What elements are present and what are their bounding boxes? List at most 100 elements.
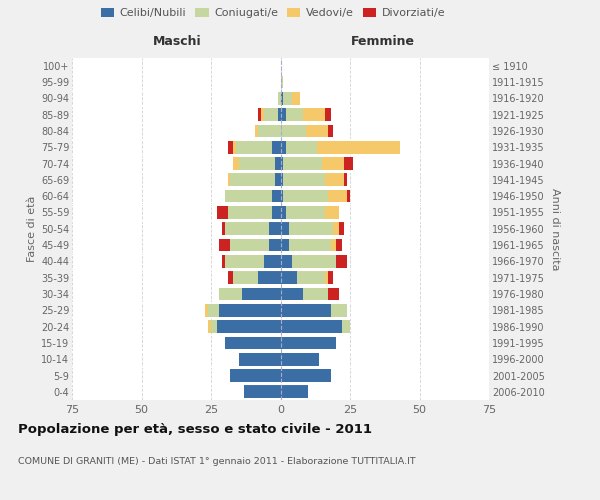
Bar [222,222,225,235]
Bar [281,288,303,300]
Bar [281,108,286,121]
Legend: Celibi/Nubili, Coniugati/e, Vedovi/e, Divorziati/e: Celibi/Nubili, Coniugati/e, Vedovi/e, Di… [97,3,449,22]
Bar [281,141,286,154]
Bar [283,157,322,170]
Bar [281,157,283,170]
Bar [331,238,336,252]
Bar [272,141,281,154]
Bar [269,222,281,235]
Y-axis label: Anni di nascita: Anni di nascita [550,188,560,270]
Bar [322,157,344,170]
Bar [325,272,328,284]
Bar [225,255,264,268]
Bar [233,272,258,284]
Bar [264,255,281,268]
Bar [233,141,236,154]
Bar [261,108,264,121]
Bar [283,190,328,202]
Bar [281,190,283,202]
Bar [325,206,339,219]
Bar [281,336,336,349]
Bar [303,108,325,121]
Bar [286,206,325,219]
Text: Femmine: Femmine [352,34,415,48]
Bar [281,369,331,382]
Bar [217,206,227,219]
Bar [331,304,347,316]
Bar [258,108,261,121]
Bar [328,190,347,202]
Y-axis label: Fasce di età: Fasce di età [26,196,37,262]
Bar [239,157,275,170]
Bar [303,288,328,300]
Bar [347,190,350,202]
Bar [264,108,278,121]
Bar [220,238,230,252]
Bar [292,255,336,268]
Bar [281,353,319,366]
Bar [334,222,339,235]
Bar [222,255,225,268]
Bar [328,272,334,284]
Bar [281,386,308,398]
Bar [236,141,272,154]
Bar [289,222,334,235]
Bar [227,272,233,284]
Bar [272,190,281,202]
Bar [227,174,230,186]
Bar [272,206,281,219]
Bar [230,369,281,382]
Bar [208,320,211,333]
Bar [281,320,341,333]
Bar [256,124,258,138]
Bar [281,206,286,219]
Bar [281,76,283,88]
Bar [275,174,281,186]
Text: Maschi: Maschi [154,34,202,48]
Bar [281,124,305,138]
Bar [328,288,339,300]
Bar [281,304,331,316]
Bar [344,174,347,186]
Bar [328,124,334,138]
Bar [225,222,269,235]
Bar [281,92,283,104]
Bar [239,353,281,366]
Bar [305,124,328,138]
Bar [227,141,233,154]
Bar [278,108,281,121]
Bar [211,320,217,333]
Bar [281,272,297,284]
Text: COMUNE DI GRANITI (ME) - Dati ISTAT 1° gennaio 2011 - Elaborazione TUTTITALIA.IT: COMUNE DI GRANITI (ME) - Dati ISTAT 1° g… [18,458,416,466]
Bar [286,141,317,154]
Bar [225,336,281,349]
Bar [220,288,242,300]
Bar [242,288,281,300]
Bar [230,174,275,186]
Bar [317,141,400,154]
Bar [269,238,281,252]
Bar [281,255,292,268]
Bar [283,92,292,104]
Bar [217,320,281,333]
Bar [341,320,350,333]
Bar [289,238,331,252]
Bar [258,272,281,284]
Bar [297,272,325,284]
Bar [344,157,353,170]
Bar [281,238,289,252]
Bar [336,238,341,252]
Bar [281,222,289,235]
Bar [336,255,347,268]
Bar [339,222,344,235]
Bar [325,174,344,186]
Bar [225,190,272,202]
Bar [230,238,269,252]
Bar [205,304,208,316]
Bar [258,124,281,138]
Text: Popolazione per età, sesso e stato civile - 2011: Popolazione per età, sesso e stato civil… [18,422,372,436]
Bar [292,92,300,104]
Bar [283,174,325,186]
Bar [227,206,272,219]
Bar [281,174,283,186]
